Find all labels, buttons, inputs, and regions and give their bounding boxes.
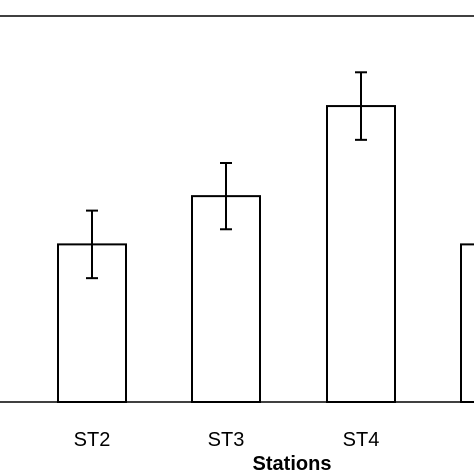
x-tick-label-st3: ST3 (208, 429, 245, 451)
x-tick-label-st2: ST2 (74, 429, 111, 451)
error-bar-st2 (86, 209, 98, 280)
bars-group (57, 105, 474, 403)
x-tick-label-st4: ST4 (343, 429, 380, 451)
error-bars-group (86, 71, 367, 280)
x-axis-title: Stations (253, 453, 332, 474)
bar-st5 (460, 243, 474, 403)
error-bar-st4 (355, 71, 367, 141)
error-bar-st3 (220, 162, 232, 231)
bar-st4 (326, 105, 396, 403)
x-tick-labels: ST2ST3ST4ST5 (74, 429, 380, 451)
